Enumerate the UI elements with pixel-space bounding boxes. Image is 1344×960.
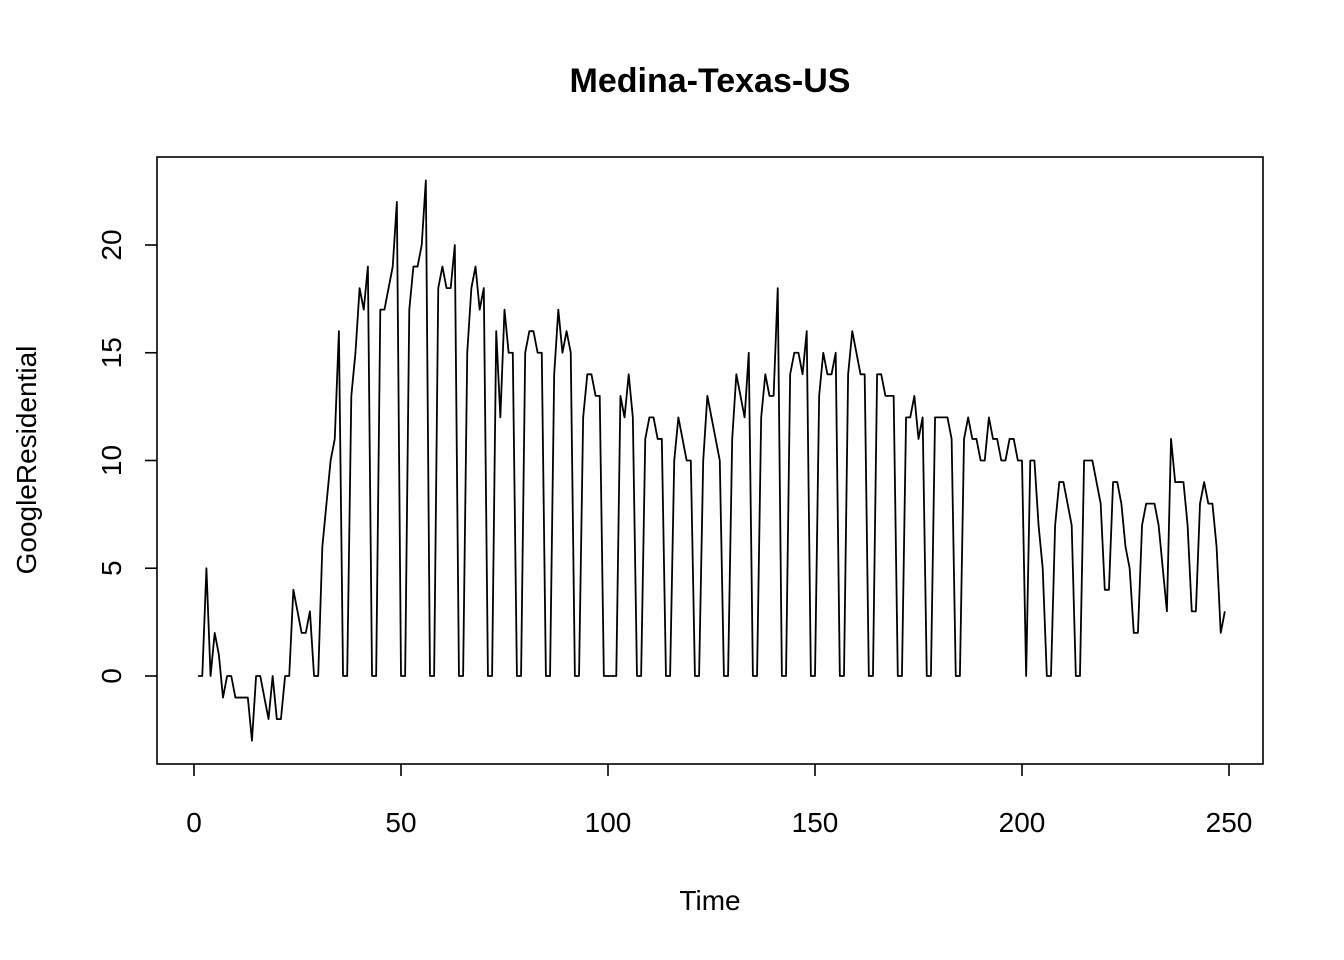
x-axis-label: Time	[679, 885, 740, 916]
series-line	[198, 179, 1226, 742]
x-tick-label: 0	[186, 807, 202, 838]
y-tick-label: 15	[96, 337, 127, 368]
y-tick-label: 20	[96, 229, 127, 260]
y-tick-label: 10	[96, 445, 127, 476]
x-tick-label: 150	[792, 807, 839, 838]
y-tick-label: 5	[96, 560, 127, 576]
y-axis: 0 5 10 15 20	[96, 229, 157, 684]
x-tick-label: 50	[385, 807, 416, 838]
x-tick-label: 200	[999, 807, 1046, 838]
x-tick-label: 100	[585, 807, 632, 838]
x-axis: 0 50 100 150 200 250	[186, 764, 1252, 838]
y-tick-label: 0	[96, 668, 127, 684]
chart-title: Medina-Texas-US	[570, 62, 851, 100]
y-axis-label: GoogleResidential	[11, 346, 42, 575]
plot-frame	[156, 156, 1264, 765]
x-tick-label: 250	[1206, 807, 1253, 838]
